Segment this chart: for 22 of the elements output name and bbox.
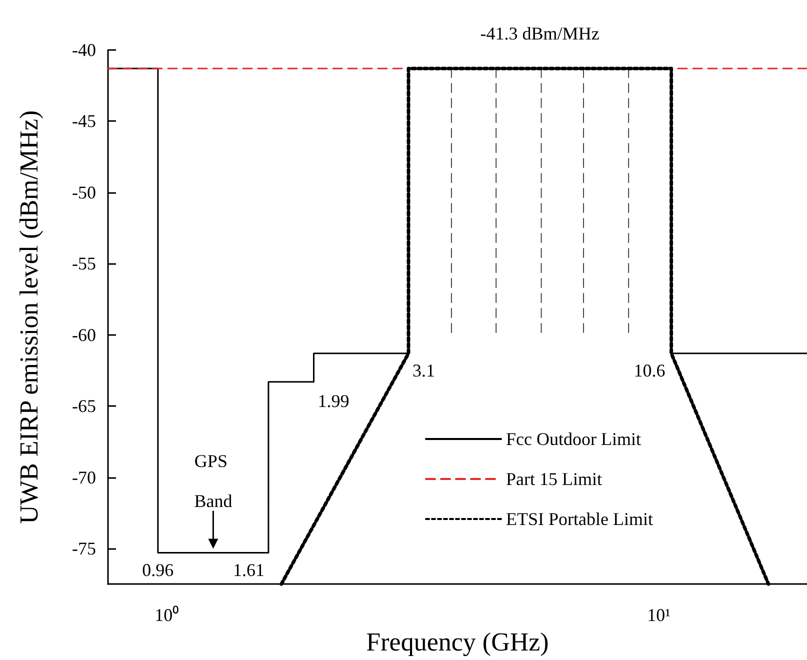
annotation: -41.3 dBm/MHz xyxy=(480,24,600,44)
annotation: 0.96 xyxy=(142,560,174,580)
y-tick-label: -40 xyxy=(72,40,96,60)
y-tick-label: -45 xyxy=(72,111,96,132)
y-tick-label: -65 xyxy=(72,396,96,416)
y-tick-label: -70 xyxy=(72,467,96,488)
annotation: GPS Band xyxy=(194,450,232,511)
y-tick-label: -60 xyxy=(72,324,96,345)
legend-label: ETSI Portable Limit xyxy=(506,509,653,529)
y-tick-label: -50 xyxy=(72,182,96,202)
x-tick-label: 10¹ xyxy=(647,605,671,626)
annotation: 10.6 xyxy=(634,360,666,380)
legend-label: Part 15 Limit xyxy=(506,469,602,489)
legend-label: Fcc Outdoor Limit xyxy=(506,429,641,449)
annotation: 1.61 xyxy=(232,560,264,580)
y-tick-label: -75 xyxy=(72,538,96,558)
annotation: 3.1 xyxy=(412,360,435,380)
annotation: 1.99 xyxy=(318,390,350,411)
y-tick-label: -55 xyxy=(72,254,96,274)
y-axis-title: UWB EIRP emission level (dBm/MHz) xyxy=(14,110,44,524)
x-axis-title: Frequency (GHz) xyxy=(366,628,549,656)
x-tick-label: 10⁰ xyxy=(154,605,179,626)
